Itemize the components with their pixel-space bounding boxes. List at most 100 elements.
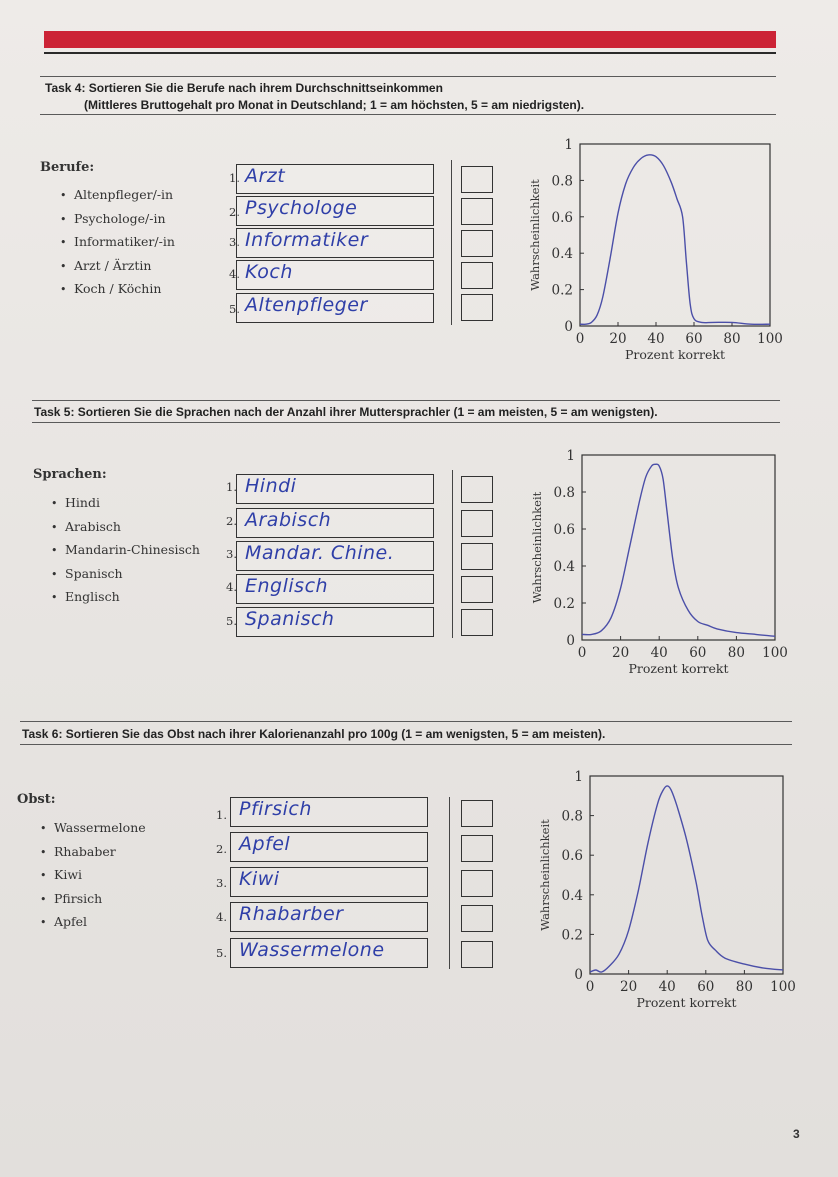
rank-number: 1. (216, 808, 227, 822)
answer-field[interactable]: Kiwi (230, 867, 428, 897)
y-axis-label: Wahrscheinlichkeit (528, 179, 542, 291)
x-axis-label: Prozent korrekt (625, 347, 725, 362)
handwritten-answer: Mandar. Chine. (245, 542, 395, 564)
y-axis-label: Wahrscheinlichkeit (538, 819, 552, 931)
divider (32, 400, 780, 401)
handwritten-answer: Altenpfleger (245, 294, 368, 316)
handwritten-answer: Spanisch (245, 608, 335, 630)
task-6-title: Task 6: Sortieren Sie das Obst nach ihre… (22, 727, 606, 741)
answer-field[interactable]: Spanisch (236, 607, 434, 637)
check-box[interactable] (461, 294, 493, 321)
list-item: • Koch / Köchin (60, 281, 162, 296)
x-axis-label: Prozent korrekt (629, 661, 729, 676)
series-line (581, 463, 776, 637)
divider (40, 76, 776, 77)
check-box[interactable] (461, 835, 493, 862)
check-box[interactable] (461, 166, 493, 193)
x-tick-label: 0 (578, 645, 587, 661)
answer-field[interactable]: Englisch (236, 574, 434, 604)
list-item: • Kiwi (40, 867, 83, 882)
check-box[interactable] (461, 198, 493, 225)
answer-field[interactable]: Arabisch (236, 508, 434, 538)
check-box[interactable] (461, 476, 493, 503)
check-box[interactable] (461, 510, 493, 537)
y-tick-label: 0.2 (554, 596, 575, 612)
y-tick-label: 0.8 (562, 809, 583, 825)
list-item: • Pfirsich (40, 890, 103, 906)
plot-frame (581, 454, 776, 641)
rank-number: 3. (229, 235, 240, 249)
x-tick-label: 100 (757, 331, 783, 347)
x-tick-label: 0 (586, 979, 595, 995)
check-box[interactable] (461, 609, 493, 636)
x-tick-label: 40 (651, 645, 668, 661)
list-item: • Altenpfleger/-in (60, 187, 174, 202)
list-item: • Englisch (51, 589, 120, 604)
y-tick-label: 0 (566, 633, 575, 649)
y-tick-label: 0.8 (552, 173, 573, 189)
rank-number: 3. (216, 876, 227, 890)
answer-field[interactable]: Rhabarber (230, 902, 428, 932)
rank-number: 4. (226, 580, 237, 594)
rank-number: 5. (229, 302, 240, 316)
y-tick-label: 0.6 (562, 848, 583, 864)
check-box[interactable] (461, 576, 493, 603)
y-tick-label: 1 (564, 137, 573, 153)
list-item: • Spanisch (51, 565, 123, 581)
plot-frame (579, 143, 771, 327)
y-tick-label: 1 (566, 448, 575, 464)
handwritten-answer: Apfel (239, 833, 291, 855)
answer-field[interactable]: Koch (236, 260, 434, 290)
answer-field[interactable]: Informatiker (236, 228, 434, 258)
list-item: • Wassermelone (40, 820, 146, 835)
item-list: • Hindi • Arabisch • Mandarin-Chinesisch • S… (51, 491, 200, 609)
separator-line (451, 160, 453, 325)
y-tick-label: 0.6 (552, 210, 573, 226)
answer-field[interactable]: Hindi (236, 474, 434, 504)
rank-number: 3. (226, 547, 237, 561)
y-tick-label: 0.4 (552, 246, 573, 262)
page-number: 3 (793, 1127, 800, 1141)
handwritten-answer: Arabisch (245, 509, 332, 531)
answer-field[interactable]: Arzt (236, 164, 434, 194)
list-item: • Rhababer (40, 843, 116, 859)
separator-line (449, 797, 451, 969)
answer-field[interactable]: Wassermelone (230, 938, 428, 968)
handwritten-answer: Pfirsich (239, 798, 312, 820)
y-tick-label: 0 (574, 967, 583, 983)
y-tick-label: 0.4 (554, 559, 575, 575)
header-rule (44, 52, 776, 54)
task-4-title: Task 4: Sortieren Sie die Berufe nach ih… (45, 81, 443, 95)
x-tick-label: 80 (728, 645, 745, 661)
task-5-title: Task 5: Sortieren Sie die Sprachen nach … (34, 405, 658, 419)
handwritten-answer: Arzt (245, 165, 286, 187)
answer-field[interactable]: Altenpfleger (236, 293, 434, 323)
list-item: • Mandarin-Chinesisch (51, 542, 200, 557)
x-tick-label: 60 (689, 645, 706, 661)
x-tick-label: 40 (647, 331, 664, 347)
check-box[interactable] (461, 262, 493, 289)
probability-chart: 0 20 40 60 80 100 0 0.2 0.4 0.6 0.8 1 Prozent korrek… (530, 448, 788, 676)
check-box[interactable] (461, 941, 493, 968)
answer-field[interactable]: Pfirsich (230, 797, 428, 827)
check-box[interactable] (461, 230, 493, 257)
x-tick-label: 80 (736, 979, 753, 995)
y-tick-label: 0.2 (562, 927, 583, 943)
x-tick-label: 60 (685, 331, 702, 347)
y-tick-label: 0.8 (554, 485, 575, 501)
check-box[interactable] (461, 905, 493, 932)
handwritten-answer: Koch (245, 261, 293, 283)
series-line (579, 154, 771, 326)
rank-number: 4. (216, 910, 227, 924)
answer-field[interactable]: Mandar. Chine. (236, 541, 434, 571)
check-box[interactable] (461, 870, 493, 897)
handwritten-answer: Rhabarber (239, 903, 344, 925)
answer-field[interactable]: Psychologe (236, 196, 434, 226)
answer-field[interactable]: Apfel (230, 832, 428, 862)
check-box[interactable] (461, 543, 493, 570)
x-tick-label: 40 (659, 979, 676, 995)
probability-chart: 0 20 40 60 80 100 0 0.2 0.4 0.6 0.8 1 Prozent korrek… (538, 769, 796, 1010)
handwritten-answer: Hindi (245, 475, 297, 497)
check-box[interactable] (461, 800, 493, 827)
